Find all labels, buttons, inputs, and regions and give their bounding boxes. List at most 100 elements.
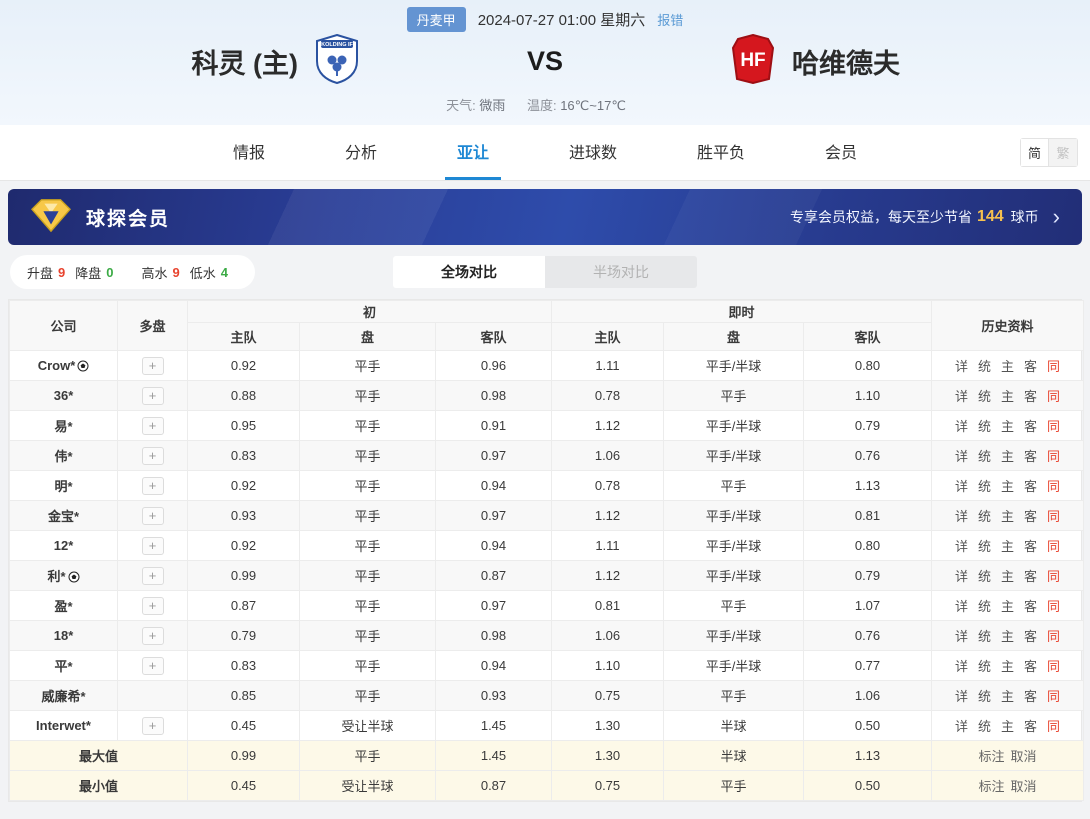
history-same-link[interactable]: 同 <box>1047 689 1061 704</box>
history-home-link[interactable]: 主 <box>1001 389 1015 404</box>
summary-mark-link[interactable]: 标注 <box>978 779 1005 794</box>
history-detail-link[interactable]: 详 <box>954 449 968 464</box>
expand-odds-button[interactable]: + <box>141 356 164 375</box>
expand-odds-button[interactable]: + <box>141 506 164 525</box>
history-stats-link[interactable]: 统 <box>977 449 991 464</box>
history-away-link[interactable]: 客 <box>1024 659 1038 674</box>
history-detail-link[interactable]: 详 <box>954 389 968 404</box>
expand-odds-button[interactable]: + <box>141 716 164 735</box>
tab-yarang[interactable]: 亚让 <box>444 125 501 180</box>
history-same-link[interactable]: 同 <box>1047 719 1061 734</box>
history-home-link[interactable]: 主 <box>1001 449 1015 464</box>
expand-odds-button[interactable]: + <box>141 476 164 495</box>
history-stats-link[interactable]: 统 <box>977 509 991 524</box>
bookmaker-name-cell[interactable]: 36* <box>9 380 118 411</box>
bookmaker-name-cell[interactable]: 12* <box>9 530 118 561</box>
history-detail-link[interactable]: 详 <box>954 509 968 524</box>
history-stats-link[interactable]: 统 <box>977 359 991 374</box>
bookmaker-name-cell[interactable]: 利* <box>9 560 118 591</box>
history-away-link[interactable]: 客 <box>1024 479 1038 494</box>
tab-half-match-compare[interactable]: 半场对比 <box>545 256 697 288</box>
lang-simplified-button[interactable]: 简 <box>1020 138 1049 167</box>
history-home-link[interactable]: 主 <box>1001 419 1015 434</box>
history-stats-link[interactable]: 统 <box>977 539 991 554</box>
expand-odds-button[interactable]: + <box>141 416 164 435</box>
history-away-link[interactable]: 客 <box>1024 599 1038 614</box>
history-detail-link[interactable]: 详 <box>954 539 968 554</box>
lang-traditional-button[interactable]: 繁 <box>1049 138 1078 167</box>
tab-full-match-compare[interactable]: 全场对比 <box>393 256 545 288</box>
history-home-link[interactable]: 主 <box>1001 719 1015 734</box>
bookmaker-name-cell[interactable]: 金宝* <box>9 500 118 531</box>
tab-qingbao[interactable]: 情报 <box>232 145 265 162</box>
history-same-link[interactable]: 同 <box>1047 419 1061 434</box>
history-detail-link[interactable]: 详 <box>954 629 968 644</box>
history-detail-link[interactable]: 详 <box>954 599 968 614</box>
bookmaker-name-cell[interactable]: Crow* <box>9 350 118 381</box>
history-away-link[interactable]: 客 <box>1024 539 1038 554</box>
history-away-link[interactable]: 客 <box>1024 419 1038 434</box>
history-stats-link[interactable]: 统 <box>977 389 991 404</box>
history-home-link[interactable]: 主 <box>1001 659 1015 674</box>
history-home-link[interactable]: 主 <box>1001 359 1015 374</box>
bookmaker-name-cell[interactable]: Interwet* <box>9 710 118 741</box>
history-detail-link[interactable]: 详 <box>954 479 968 494</box>
history-home-link[interactable]: 主 <box>1001 629 1015 644</box>
history-detail-link[interactable]: 详 <box>954 659 968 674</box>
tab-fenxi[interactable]: 分析 <box>344 145 377 162</box>
history-detail-link[interactable]: 详 <box>954 719 968 734</box>
expand-odds-button[interactable]: + <box>141 386 164 405</box>
history-away-link[interactable]: 客 <box>1024 389 1038 404</box>
history-away-link[interactable]: 客 <box>1024 689 1038 704</box>
history-detail-link[interactable]: 详 <box>954 359 968 374</box>
report-error-link[interactable]: 报错 <box>657 13 684 28</box>
bookmaker-name-cell[interactable]: 易* <box>9 410 118 441</box>
bookmaker-name-cell[interactable]: 平* <box>9 650 118 681</box>
history-home-link[interactable]: 主 <box>1001 509 1015 524</box>
summary-cancel-link[interactable]: 取消 <box>1010 779 1037 794</box>
history-stats-link[interactable]: 统 <box>977 689 991 704</box>
history-detail-link[interactable]: 详 <box>954 419 968 434</box>
expand-odds-button[interactable]: + <box>141 596 164 615</box>
history-same-link[interactable]: 同 <box>1047 599 1061 614</box>
history-stats-link[interactable]: 统 <box>977 719 991 734</box>
history-away-link[interactable]: 客 <box>1024 719 1038 734</box>
history-stats-link[interactable]: 统 <box>977 419 991 434</box>
summary-cancel-link[interactable]: 取消 <box>1010 749 1037 764</box>
bookmaker-name-cell[interactable]: 伟* <box>9 440 118 471</box>
history-away-link[interactable]: 客 <box>1024 359 1038 374</box>
history-same-link[interactable]: 同 <box>1047 629 1061 644</box>
history-stats-link[interactable]: 统 <box>977 599 991 614</box>
history-same-link[interactable]: 同 <box>1047 449 1061 464</box>
bookmaker-name-cell[interactable]: 明* <box>9 470 118 501</box>
expand-odds-button[interactable]: + <box>141 656 164 675</box>
bookmaker-name-cell[interactable]: 18* <box>9 620 118 651</box>
bookmaker-name-cell[interactable]: 威廉希* <box>9 680 118 711</box>
history-same-link[interactable]: 同 <box>1047 659 1061 674</box>
history-home-link[interactable]: 主 <box>1001 599 1015 614</box>
member-banner[interactable]: 球探会员 专享会员权益，每天至少节省 144 球币 › <box>8 189 1082 245</box>
summary-mark-link[interactable]: 标注 <box>978 749 1005 764</box>
history-same-link[interactable]: 同 <box>1047 479 1061 494</box>
history-stats-link[interactable]: 统 <box>977 659 991 674</box>
expand-odds-button[interactable]: + <box>141 536 164 555</box>
history-detail-link[interactable]: 详 <box>954 569 968 584</box>
history-same-link[interactable]: 同 <box>1047 509 1061 524</box>
expand-odds-button[interactable]: + <box>141 446 164 465</box>
tab-shengpingfu[interactable]: 胜平负 <box>697 145 746 162</box>
history-away-link[interactable]: 客 <box>1024 509 1038 524</box>
history-home-link[interactable]: 主 <box>1001 539 1015 554</box>
history-away-link[interactable]: 客 <box>1024 629 1038 644</box>
expand-odds-button[interactable]: + <box>141 626 164 645</box>
tab-jinqiushu[interactable]: 进球数 <box>569 145 618 162</box>
history-away-link[interactable]: 客 <box>1024 449 1038 464</box>
history-home-link[interactable]: 主 <box>1001 569 1015 584</box>
history-away-link[interactable]: 客 <box>1024 569 1038 584</box>
history-same-link[interactable]: 同 <box>1047 569 1061 584</box>
history-stats-link[interactable]: 统 <box>977 569 991 584</box>
expand-odds-button[interactable]: + <box>141 566 164 585</box>
history-stats-link[interactable]: 统 <box>977 479 991 494</box>
history-same-link[interactable]: 同 <box>1047 359 1061 374</box>
history-stats-link[interactable]: 统 <box>977 629 991 644</box>
history-same-link[interactable]: 同 <box>1047 539 1061 554</box>
